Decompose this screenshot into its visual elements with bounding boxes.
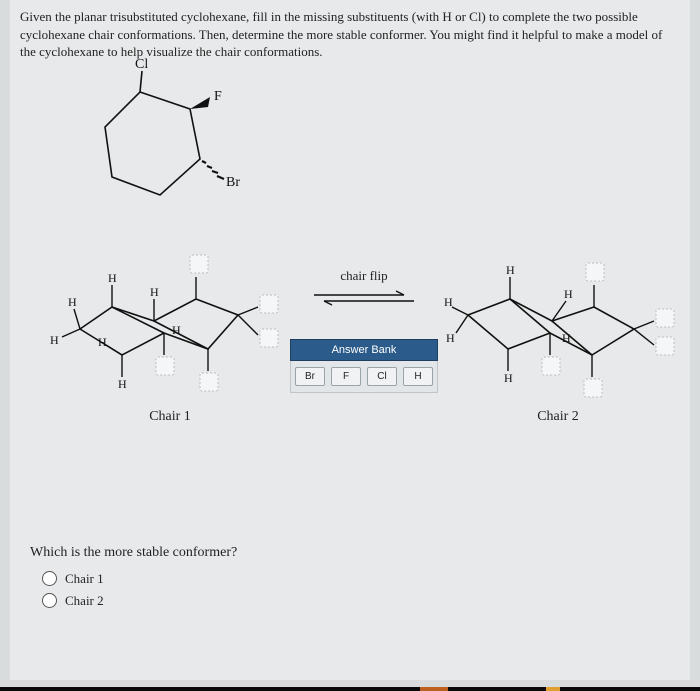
- chair1-caption: Chair 1: [50, 409, 290, 425]
- taskbar-sliver: [0, 687, 700, 691]
- chair2-dropzone[interactable]: [656, 309, 674, 327]
- chip-cl[interactable]: Cl: [367, 367, 397, 386]
- chip-h[interactable]: H: [403, 367, 433, 386]
- label-f: F: [214, 89, 222, 105]
- chair1-h: H: [172, 323, 181, 338]
- radio-circle-icon: [42, 571, 57, 586]
- chair2-h: H: [504, 371, 513, 386]
- chairs-row: H H H H H H H Chair 1 chair flip: [20, 237, 680, 425]
- chair1-h: H: [50, 333, 59, 348]
- chair1-block: H H H H H H H Chair 1: [50, 237, 290, 425]
- chair2-h: H: [446, 331, 455, 346]
- chair1-h: H: [150, 285, 159, 300]
- chair1-dropzone[interactable]: [260, 329, 278, 347]
- chip-br[interactable]: Br: [295, 367, 325, 386]
- equilibrium-arrows: [304, 288, 424, 308]
- chair2-dropzone[interactable]: [656, 337, 674, 355]
- radio-group: Chair 1 Chair 2: [42, 571, 680, 609]
- radio-chair1[interactable]: Chair 1: [42, 571, 680, 587]
- label-br: Br: [226, 175, 240, 191]
- worksheet-page: Given the planar trisubstituted cyclohex…: [10, 0, 690, 680]
- chip-f[interactable]: F: [331, 367, 361, 386]
- radio-circle-icon: [42, 593, 57, 608]
- chair2-h: H: [564, 287, 573, 302]
- chair2-svg: [438, 237, 678, 407]
- chair-flip-label: chair flip: [290, 268, 438, 284]
- chair2-block: H H H H H H Chair 2: [438, 237, 678, 425]
- chair2-dropzone[interactable]: [542, 357, 560, 375]
- answer-bank-body: Br F Cl H: [290, 361, 438, 393]
- radio-chair2[interactable]: Chair 2: [42, 593, 680, 609]
- chair2-h: H: [444, 295, 453, 310]
- chair1-dropzone[interactable]: [260, 295, 278, 313]
- chair2-h: H: [506, 263, 515, 278]
- chair1-dropzone[interactable]: [200, 373, 218, 391]
- question-prompt: Given the planar trisubstituted cyclohex…: [20, 8, 680, 61]
- center-column: chair flip Answer Bank Br F Cl H: [290, 268, 438, 393]
- planar-cyclohexane: Cl F Br: [80, 67, 250, 227]
- chair2-dropzone[interactable]: [586, 263, 604, 281]
- chair2-dropzone[interactable]: [584, 379, 602, 397]
- chair1-h: H: [98, 335, 107, 350]
- stability-question: Which is the more stable conformer?: [30, 545, 680, 561]
- chair1-dropzone[interactable]: [156, 357, 174, 375]
- label-cl: Cl: [135, 57, 148, 73]
- radio-label: Chair 1: [65, 571, 104, 587]
- chair2-caption: Chair 2: [438, 409, 678, 425]
- chair1-dropzone[interactable]: [190, 255, 208, 273]
- chair1-svg: [50, 237, 290, 407]
- chair1-h: H: [68, 295, 77, 310]
- planar-svg: [80, 67, 250, 227]
- answer-bank-header: Answer Bank: [290, 339, 438, 361]
- chair1-h: H: [108, 271, 117, 286]
- chair2-h: H: [562, 331, 571, 346]
- radio-label: Chair 2: [65, 593, 104, 609]
- chair1-h: H: [118, 377, 127, 392]
